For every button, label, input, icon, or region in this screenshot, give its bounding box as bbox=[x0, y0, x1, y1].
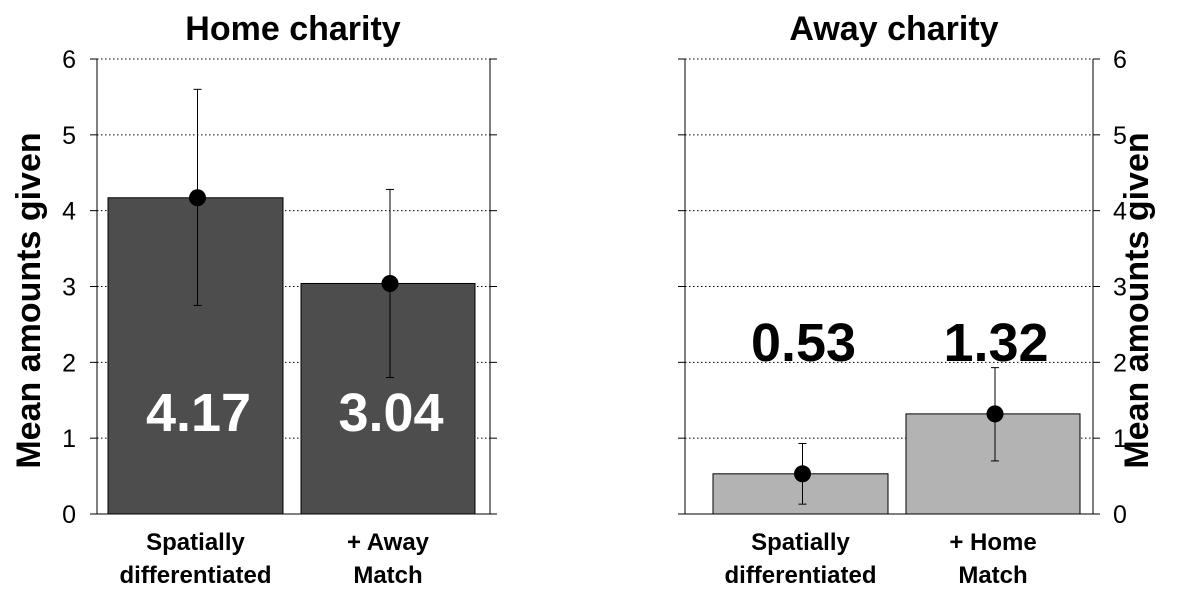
y-tick-label: 0 bbox=[1113, 501, 1127, 529]
data-label: 3.04 bbox=[338, 383, 443, 443]
x-category-label: Spatially bbox=[146, 529, 245, 556]
x-category-label: + Home bbox=[949, 529, 1036, 556]
y-tick-label: 1 bbox=[62, 425, 76, 453]
bar bbox=[107, 197, 284, 515]
y-tick-label: 5 bbox=[1113, 122, 1127, 150]
x-category-label: Match bbox=[353, 562, 422, 589]
y-tick-label: 3 bbox=[62, 274, 76, 302]
bar bbox=[712, 473, 889, 515]
mean-point bbox=[381, 274, 399, 292]
y-tick-label: 2 bbox=[62, 349, 76, 377]
x-category-label: Spatially bbox=[751, 529, 850, 556]
bar bbox=[905, 413, 1081, 515]
mean-point bbox=[794, 465, 811, 483]
y-tick-label: 4 bbox=[1113, 198, 1127, 226]
mean-point bbox=[189, 189, 206, 207]
y-tick-label: 5 bbox=[62, 122, 76, 150]
data-label: 4.17 bbox=[146, 383, 251, 443]
x-category-label: Match bbox=[958, 562, 1027, 589]
x-category-label: differentiated bbox=[119, 562, 271, 589]
y-axis-label: Mean amounts given bbox=[1118, 132, 1156, 468]
y-tick-label: 0 bbox=[62, 501, 76, 529]
y-tick-label: 4 bbox=[62, 198, 76, 226]
y-tick-label: 1 bbox=[1113, 425, 1127, 453]
data-label: 1.32 bbox=[943, 313, 1048, 373]
data-label: 0.53 bbox=[751, 313, 856, 373]
x-category-label: + Away bbox=[347, 529, 430, 556]
y-tick-label: 3 bbox=[1113, 274, 1127, 302]
y-axis-label: Mean amounts given bbox=[10, 132, 48, 468]
chart-title: Away charity bbox=[789, 10, 998, 48]
y-tick-label: 6 bbox=[1113, 46, 1127, 74]
y-tick-label: 6 bbox=[62, 46, 76, 74]
x-category-label: differentiated bbox=[724, 562, 876, 589]
y-tick-label: 2 bbox=[1113, 349, 1127, 377]
chart-title: Home charity bbox=[185, 10, 400, 48]
mean-point bbox=[986, 405, 1004, 423]
bar bbox=[300, 282, 476, 515]
